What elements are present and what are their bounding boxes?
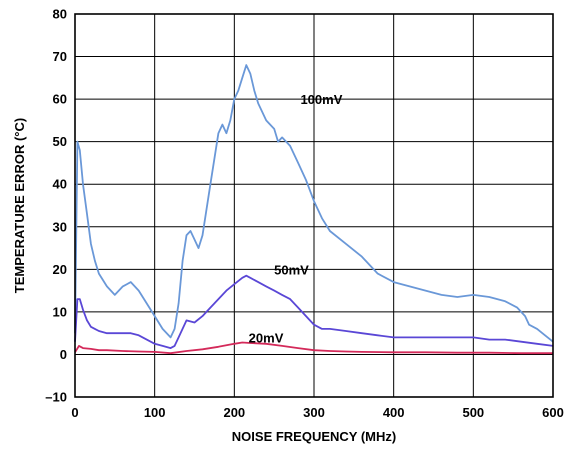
grid-lines — [75, 14, 553, 397]
y-tick-label: –10 — [45, 390, 67, 405]
series-line-50mV — [74, 274, 554, 350]
y-tick-label: 40 — [53, 177, 67, 192]
series-label: 20mV — [249, 330, 284, 345]
series-line-20mV — [74, 341, 553, 355]
series-line-100mV — [74, 64, 554, 343]
series-label: 100mV — [300, 92, 342, 107]
x-tick-label: 400 — [383, 405, 405, 420]
series-lines — [74, 64, 554, 355]
y-tick-label: 80 — [53, 7, 67, 22]
x-tick-label: 600 — [542, 405, 564, 420]
y-tick-label: 20 — [53, 262, 67, 277]
y-tick-label: 60 — [53, 92, 67, 107]
plot-frame — [74, 13, 554, 398]
y-tick-label: 50 — [53, 134, 67, 149]
x-tick-label: 200 — [223, 405, 245, 420]
x-tick-label: 300 — [303, 405, 325, 420]
y-tick-label: 10 — [53, 304, 67, 319]
series-label: 50mV — [274, 262, 309, 277]
y-tick-label: 30 — [53, 219, 67, 234]
y-tick-labels: –10 0 10 20 30 40 50 60 70 80 — [45, 7, 67, 405]
y-tick-label: 0 — [60, 347, 67, 362]
x-axis-label: NOISE FREQUENCY (MHz) — [232, 429, 396, 444]
y-tick-label: 70 — [53, 49, 67, 64]
x-tick-label: 100 — [144, 405, 166, 420]
x-tick-labels: 0 100 200 300 400 500 600 — [71, 405, 563, 420]
x-tick-label: 0 — [71, 405, 78, 420]
x-tick-label: 500 — [462, 405, 484, 420]
series-labels: 100mV 50mV 20mV — [249, 92, 343, 345]
y-axis-label: TEMPERATURE ERROR (°C) — [12, 118, 27, 293]
